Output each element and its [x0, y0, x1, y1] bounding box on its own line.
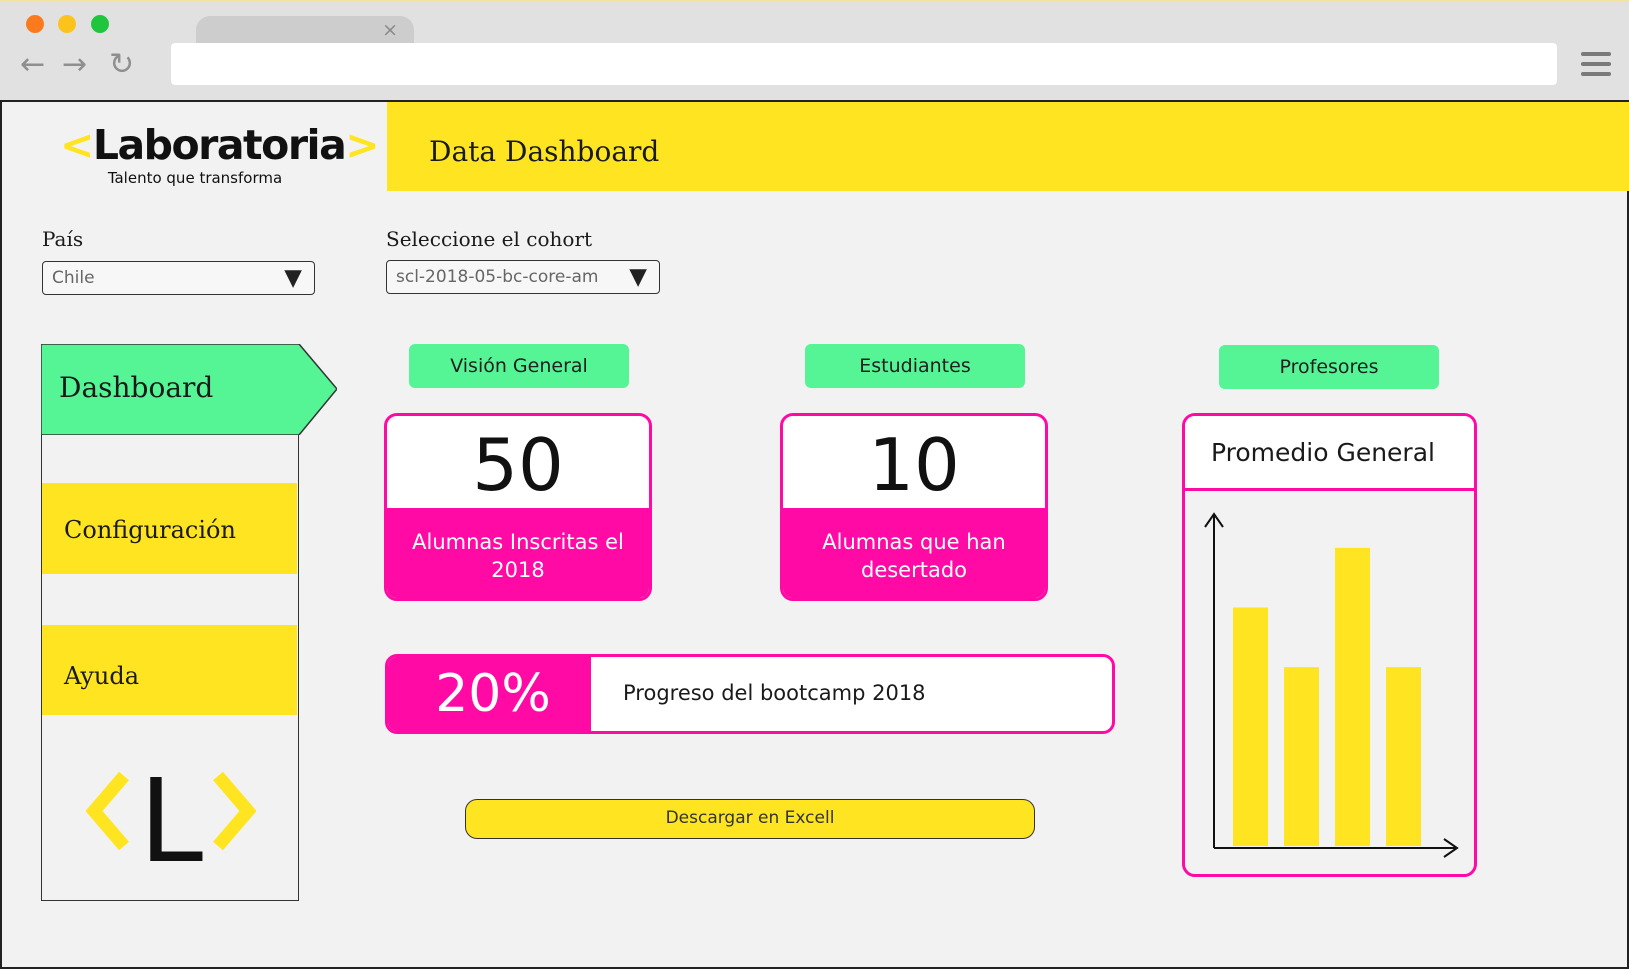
logo-letter: L	[139, 756, 203, 866]
country-select[interactable]: Chile ▼	[42, 261, 315, 295]
forward-arrow-icon[interactable]: →	[62, 47, 88, 82]
chart-bar-4	[1386, 667, 1421, 846]
chart-bar-1	[1233, 607, 1268, 846]
tab-close-icon[interactable]: ×	[382, 19, 398, 41]
logo-tagline: Talento que transforma	[107, 169, 283, 187]
sidebar-item-ayuda[interactable]: Ayuda	[42, 625, 297, 715]
laboratoria-logo: <Laboratoria> Talento que transforma	[60, 121, 380, 187]
logo-left-bracket: <	[60, 121, 94, 169]
sidebar-item-label: Configuración	[64, 516, 236, 544]
stat-label: Alumnas Inscritas el 2018	[387, 508, 649, 598]
chevron-down-icon: ▼	[629, 264, 647, 290]
hamburger-menu-icon[interactable]	[1581, 52, 1611, 76]
progress-fill	[388, 657, 591, 731]
chart-card: Promedio General	[1182, 413, 1477, 877]
chart-bar-2	[1284, 667, 1319, 846]
laboratoria-l-logo-icon: L	[86, 756, 256, 866]
sidebar: Configuración Ayuda	[41, 344, 299, 901]
progress-percent: 20%	[435, 664, 551, 724]
header-band: Data Dashboard	[387, 102, 1629, 191]
maximize-window-icon[interactable]	[91, 15, 109, 33]
download-excel-button[interactable]: Descargar en Excell	[465, 799, 1035, 839]
bootcamp-progress: 20% Progreso del bootcamp 2018	[385, 654, 1115, 734]
browser-chrome: × ← → ↻	[0, 0, 1629, 100]
back-arrow-icon[interactable]: ←	[20, 47, 46, 82]
cohort-select-value: scl-2018-05-bc-core-am	[396, 267, 599, 287]
stat-card-inscritas: 50 Alumnas Inscritas el 2018	[384, 413, 652, 601]
tab-estudiantes[interactable]: Estudiantes	[805, 344, 1025, 388]
sidebar-item-label: Dashboard	[59, 371, 214, 404]
stat-card-desertado: 10 Alumnas que han desertado	[780, 413, 1048, 601]
logo-right-bracket: >	[345, 121, 379, 169]
sidebar-item-configuracion[interactable]: Configuración	[42, 483, 297, 574]
stat-value: 50	[472, 423, 564, 507]
y-axis-arrow-icon	[1204, 512, 1224, 528]
tab-vision-general[interactable]: Visión General	[409, 344, 629, 388]
chart-bar-3	[1335, 547, 1370, 846]
stat-value: 10	[868, 423, 960, 507]
chart-header: Promedio General	[1185, 416, 1474, 491]
browser-tab[interactable]: ×	[196, 16, 414, 48]
country-label: País	[42, 227, 84, 251]
address-bar[interactable]	[171, 43, 1557, 85]
minimize-window-icon[interactable]	[58, 15, 76, 33]
sidebar-item-label: Ayuda	[64, 662, 140, 690]
x-axis-arrow-icon	[1443, 838, 1459, 858]
cohort-select[interactable]: scl-2018-05-bc-core-am ▼	[386, 260, 660, 294]
country-select-value: Chile	[52, 268, 95, 288]
chevron-down-icon: ▼	[284, 265, 302, 291]
bar-chart	[1204, 512, 1459, 858]
logo-name: Laboratoria	[92, 121, 347, 169]
chart-title: Promedio General	[1211, 438, 1435, 467]
cohort-label: Seleccione el cohort	[386, 227, 593, 251]
tab-profesores[interactable]: Profesores	[1219, 345, 1439, 389]
progress-label: Progreso del bootcamp 2018	[623, 681, 926, 705]
page-title: Data Dashboard	[429, 135, 660, 168]
sidebar-item-dashboard[interactable]	[41, 344, 337, 435]
reload-icon[interactable]: ↻	[109, 47, 135, 82]
stat-label: Alumnas que han desertado	[783, 508, 1045, 598]
close-window-icon[interactable]	[26, 15, 44, 33]
